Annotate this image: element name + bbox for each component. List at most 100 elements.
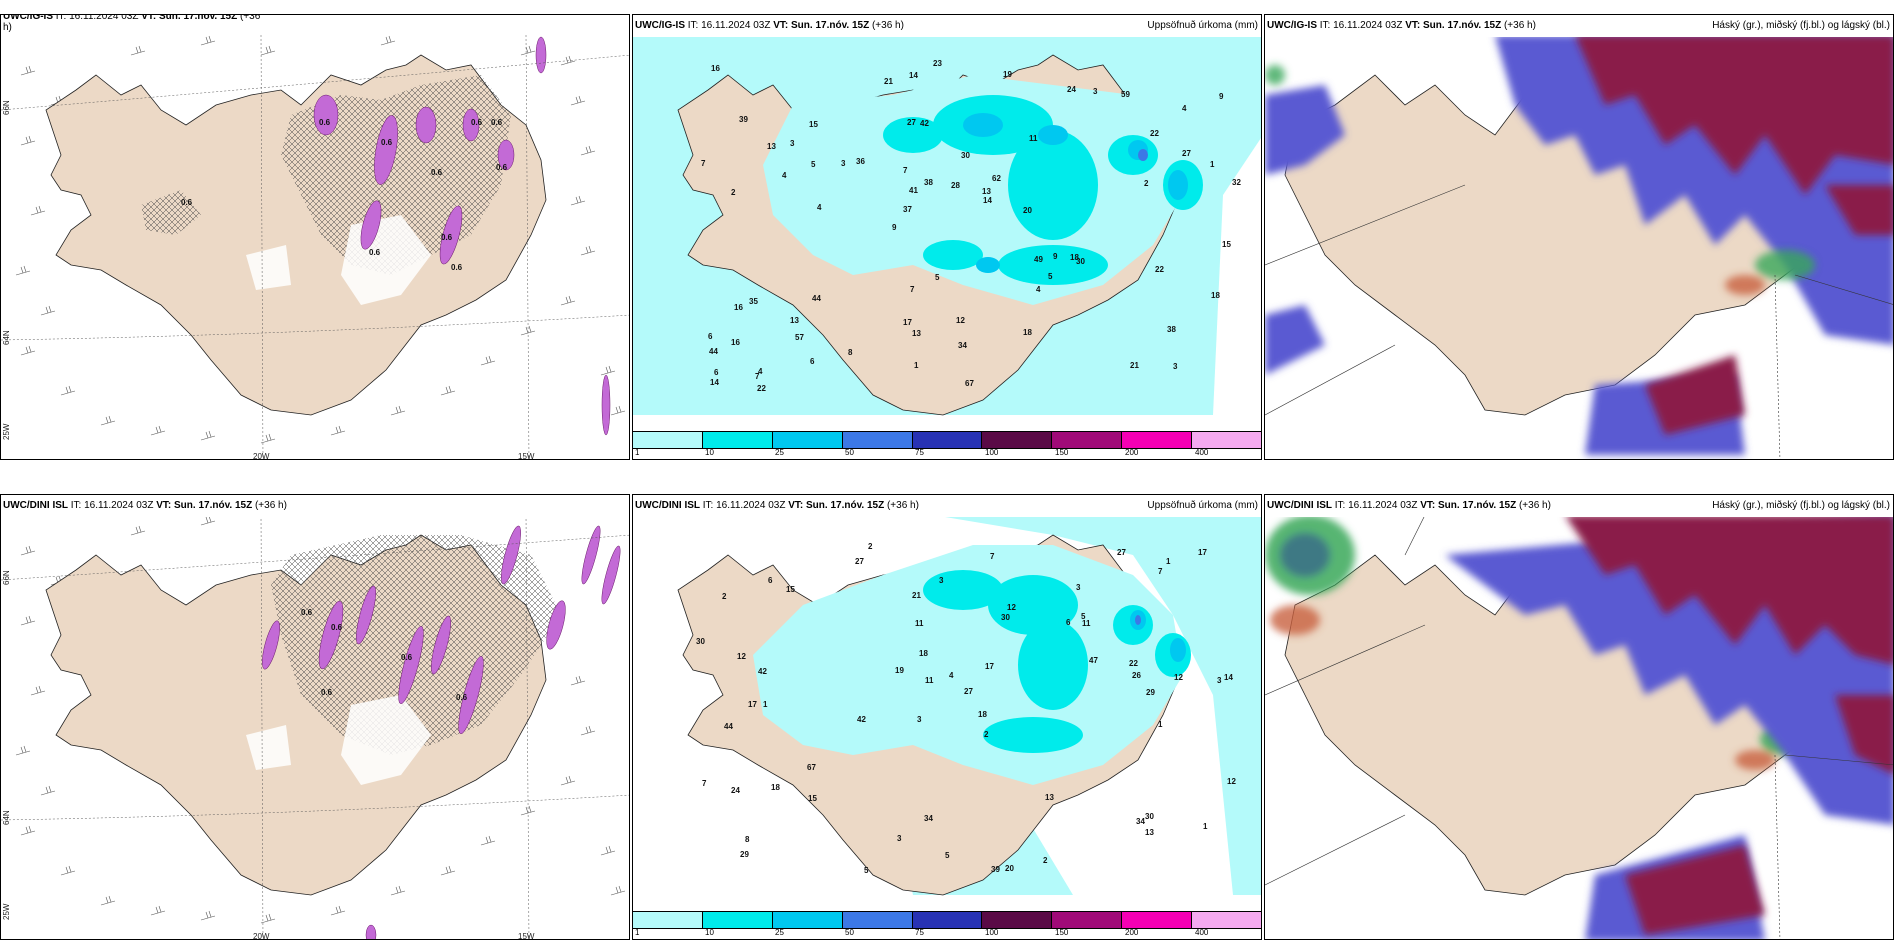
precip-amount-label: 37 — [903, 205, 912, 214]
precip-amount-label: 16 — [711, 64, 720, 73]
precip-amount-label: 22 — [1150, 129, 1159, 138]
it-value: 16.11.2024 03Z — [1333, 20, 1403, 31]
legend-swatch — [1052, 912, 1123, 928]
wind-map-canvas: 0.6 0.6 0.6 0.6 0.6 20W 15W 66N 64N 25W — [1, 514, 629, 939]
cloud-title: Háský (gr.), miðský (fj.bl.) og lágský (… — [1712, 20, 1890, 31]
svg-text:0.6: 0.6 — [496, 163, 508, 172]
lat-label-64n: 64N — [2, 330, 11, 345]
precip-amount-label: 38 — [1167, 325, 1176, 334]
precip-amount-label: 4 — [758, 367, 763, 376]
precip-contour-25 — [1130, 610, 1186, 662]
wind-map-bottom: UWC/DINI ISL IT: 16.11.2024 03Z VT: Sun.… — [0, 494, 630, 940]
lat-label-66n: 66N — [2, 100, 11, 115]
precip-amount-label: 17 — [748, 700, 757, 709]
lon-label-15w: 15W — [518, 452, 535, 460]
precip-amount-label: 39 — [991, 865, 1000, 874]
legend-label: 50 — [845, 448, 854, 457]
precip-amount-label: 26 — [1132, 671, 1141, 680]
precip-amount-label: 27 — [907, 118, 916, 127]
precip-amount-label: 44 — [724, 722, 733, 731]
svg-text:0.6: 0.6 — [471, 118, 483, 127]
legend-label: 150 — [1055, 928, 1069, 937]
precip-amount-label: 4 — [1036, 285, 1041, 294]
precip-amount-label: 20 — [1005, 864, 1014, 873]
precip-amount-label: 3 — [790, 139, 795, 148]
precip-amount-label: 4 — [782, 171, 787, 180]
precip-amount-labels: 3249114273035364457426230391432492737174… — [701, 59, 1241, 393]
legend-label: 50 — [845, 928, 854, 937]
precip-amount-label: 4 — [817, 203, 822, 212]
precip-amount-label: 15 — [808, 794, 817, 803]
graticule — [1, 514, 629, 939]
it-label: IT: — [1319, 20, 1331, 31]
it-label: IT: — [55, 14, 67, 22]
precip-amount-label: 7 — [1158, 567, 1163, 576]
precip-amount-label: 18 — [1023, 328, 1032, 337]
legend-label: 400 — [1195, 448, 1209, 457]
vt-label: VT: — [1420, 500, 1436, 511]
precip-amount-label: 7 — [910, 285, 915, 294]
precip-amount-label: 30 — [961, 151, 970, 160]
precip-amount-label: 6 — [708, 332, 713, 341]
legend-swatch — [772, 432, 843, 448]
cloud-map-bottom: UWC/DINI ISL IT: 16.11.2024 03Z VT: Sun.… — [1264, 494, 1894, 940]
precip-map-bottom-header: UWC/DINI ISL IT: 16.11.2024 03Z VT: Sun.… — [633, 495, 1261, 517]
precip-amount-label: 1 — [1158, 720, 1163, 729]
legend-swatch — [633, 912, 703, 928]
graticule — [1, 34, 629, 459]
svg-text:0.6: 0.6 — [441, 233, 453, 242]
precip-amount-label: 5 — [1048, 272, 1053, 281]
wind-map-top-header: UWC/IG-IS IT: 16.11.2024 03Z VT: Sun. 17… — [1, 14, 629, 28]
precip-amount-label: 15 — [809, 120, 818, 129]
legend-label: 1 — [635, 448, 640, 457]
svg-text:0.6: 0.6 — [181, 198, 193, 207]
vt-value: Sun. 17.nóv. 15Z — [159, 14, 238, 22]
precip-amount-label: 11 — [1082, 619, 1091, 628]
wind-value-labels: 0.6 0.6 0.6 0.6 0.6 0.6 0.6 0.6 0.6 0.6 — [181, 118, 508, 272]
precip-amount-label: 6 — [1066, 618, 1071, 627]
precip-amount-label: 3 — [939, 576, 944, 585]
precip-amount-label: 24 — [1067, 85, 1076, 94]
precip-amount-label: 5 — [811, 160, 816, 169]
legend-swatch — [1052, 432, 1123, 448]
precip-amount-label: 14 — [710, 378, 719, 387]
cloud-map-top: UWC/IG-IS IT: 16.11.2024 03Z VT: Sun. 17… — [1264, 14, 1894, 460]
precip-amount-label: 14 — [909, 71, 918, 80]
precip-amount-label: 17 — [985, 662, 994, 671]
precip-amount-label: 5 — [864, 866, 869, 875]
precip-amount-label: 7 — [755, 372, 760, 381]
wind-map-canvas: 0.6 0.6 0.6 0.6 0.6 0.6 0.6 0.6 0.6 0.6 … — [1, 34, 629, 460]
precip-amount-label: 13 — [982, 187, 991, 196]
precip-amount-label: 67 — [807, 763, 816, 772]
precip-amount-label: 7 — [702, 779, 707, 788]
precip-amount-label: 1 — [1210, 160, 1215, 169]
precip-amount-label: 14 — [983, 196, 992, 205]
legend-swatch — [702, 432, 773, 448]
precip-amount-label: 1 — [763, 700, 768, 709]
legend-label: 75 — [915, 928, 924, 937]
precip-amount-label: 5 — [1081, 612, 1086, 621]
precip-contour-10 — [923, 570, 1191, 753]
precip-amount-label: 7 — [990, 552, 995, 561]
precip-amount-label: 3 — [1217, 676, 1222, 685]
cloud-map-canvas — [1265, 514, 1893, 939]
precip-amount-label: 36 — [856, 157, 865, 166]
precip-sea-light — [933, 515, 1261, 895]
precip-amount-label: 1 — [1203, 822, 1208, 831]
vt-value: Sun. 17.nóv. 15Z — [1423, 20, 1502, 31]
legend-swatch — [772, 912, 843, 928]
precip-amount-label: 13 — [790, 316, 799, 325]
svg-text:0.6: 0.6 — [381, 138, 393, 147]
precip-amount-label: 24 — [731, 786, 740, 795]
magenta-bands — [313, 36, 611, 436]
legend-swatch — [633, 432, 703, 448]
lat-label-25w: 25W — [2, 903, 11, 920]
legend-label: 150 — [1055, 448, 1069, 457]
precip-amount-label: 12 — [1007, 603, 1016, 612]
legend-swatch — [1122, 432, 1193, 448]
cloud-map-bottom-header: UWC/DINI ISL IT: 16.11.2024 03Z VT: Sun.… — [1265, 495, 1893, 517]
precip-amount-label: 3 — [1093, 87, 1098, 96]
precip-amount-label: 19 — [1003, 70, 1012, 79]
